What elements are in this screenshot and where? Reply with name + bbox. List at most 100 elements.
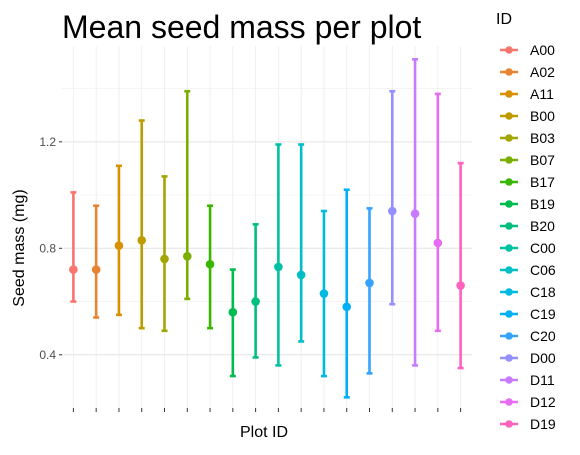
errorbar-C19 <box>342 188 352 399</box>
legend-item-B19: B19 <box>500 196 555 212</box>
errorbar-B00 <box>137 119 147 330</box>
mean-point <box>228 307 238 317</box>
legend-key-point <box>505 244 513 252</box>
mean-point <box>433 238 443 248</box>
y-axis-label: Seed mass (mg) <box>11 189 28 306</box>
legend-key-point <box>505 222 513 230</box>
legend-key-point <box>505 156 513 164</box>
legend-label: B20 <box>530 218 555 234</box>
mean-point <box>114 241 124 250</box>
legend-key-point <box>505 112 513 120</box>
legend-label: A02 <box>530 64 555 80</box>
x-axis-label: Plot ID <box>240 424 288 441</box>
legend-label: B17 <box>530 174 555 190</box>
errorbar-A02 <box>91 204 101 319</box>
legend-item-A11: A11 <box>500 86 554 102</box>
legend-label: D11 <box>530 372 555 388</box>
legend-item-C00: C00 <box>500 240 556 256</box>
legend-label: B07 <box>530 152 555 168</box>
legend-item-A00: A00 <box>500 42 555 58</box>
axis-layer: 0.4 0.8 1.2 <box>39 135 462 412</box>
legend-item-D19: D19 <box>500 416 556 432</box>
legend-item-B00: B00 <box>500 108 555 124</box>
y-tick-label: 0.8 <box>39 241 56 255</box>
legend-label: D00 <box>530 350 556 366</box>
errorbar-A11 <box>114 164 124 317</box>
mean-point <box>182 251 192 261</box>
errorbar-C18 <box>319 209 329 378</box>
legend-key-point <box>505 178 513 186</box>
legend-key-point <box>505 266 513 274</box>
legend-label: B19 <box>530 196 555 212</box>
legend-key-point <box>505 46 513 54</box>
mean-point <box>365 278 374 288</box>
legend-title: ID <box>496 11 512 28</box>
legend-label: D12 <box>530 394 556 410</box>
legend-label: B00 <box>530 108 555 124</box>
mean-point <box>251 297 260 306</box>
legend-item-B03: B03 <box>500 130 555 146</box>
legend-item-C19: C19 <box>500 306 556 322</box>
y-tick-label: 0.4 <box>39 348 56 362</box>
legend-label: D19 <box>530 416 556 432</box>
mean-point <box>319 289 329 298</box>
errorbar-D00 <box>387 89 397 306</box>
legend-label: B03 <box>530 130 555 146</box>
errorbar-C00 <box>274 143 283 367</box>
legend-key-point <box>505 200 513 208</box>
errorbar-A00 <box>69 191 78 303</box>
errorbars-layer <box>69 58 465 399</box>
legend-key-point <box>505 354 513 362</box>
mean-point <box>205 259 215 269</box>
legend-key-point <box>505 134 513 142</box>
legend-key-point <box>505 398 513 406</box>
legend-key-point <box>505 68 513 76</box>
legend-key-point <box>505 332 513 340</box>
legend-item-B07: B07 <box>500 152 555 168</box>
legend-item-C06: C06 <box>500 262 556 278</box>
legend-key-point <box>505 288 513 296</box>
legend-label: C20 <box>530 328 556 344</box>
legend-label: C18 <box>530 284 556 300</box>
mean-point <box>296 270 306 280</box>
errorbar-B20 <box>251 223 260 359</box>
legend-key-point <box>505 90 513 98</box>
mean-point <box>410 209 420 218</box>
errorbar-C06 <box>296 143 306 343</box>
legend-label: A11 <box>530 86 554 102</box>
legend-item-C18: C18 <box>500 284 556 300</box>
errorbar-B17 <box>205 204 215 330</box>
legend-item-C20: C20 <box>500 328 556 344</box>
mean-point <box>274 262 283 272</box>
errorbar-B19 <box>228 268 238 378</box>
legend-label: C06 <box>530 262 556 278</box>
grid-layer <box>62 46 472 408</box>
legend-item-B17: B17 <box>500 174 555 190</box>
legend-label: A00 <box>530 42 555 58</box>
legend-item-A02: A02 <box>500 64 555 80</box>
mean-point <box>456 281 465 290</box>
errorbar-C20 <box>365 207 374 375</box>
mean-point <box>69 265 78 274</box>
mean-point <box>342 302 352 312</box>
legend-item-B20: B20 <box>500 218 555 234</box>
y-tick-label: 1.2 <box>39 135 56 149</box>
legend-key-point <box>505 420 513 428</box>
errorbar-B07 <box>182 89 192 301</box>
legend-item-D00: D00 <box>500 350 556 366</box>
legend-key-point <box>505 310 513 318</box>
mean-point <box>91 265 101 274</box>
legend: A00 A02 A11 B00 B03 B07 B17 B19 B20 C00 C06 C18 C19 C… <box>500 42 556 432</box>
mean-point <box>137 236 147 245</box>
legend-key-point <box>505 376 513 384</box>
errorbar-D11 <box>410 58 420 367</box>
errorbar-B03 <box>160 175 169 333</box>
legend-label: C19 <box>530 306 556 322</box>
errorbar-D12 <box>433 92 443 333</box>
errorbar-D19 <box>456 161 465 370</box>
mean-point <box>160 254 169 264</box>
mean-point <box>387 206 397 216</box>
chart-title: Mean seed mass per plot <box>62 9 421 45</box>
